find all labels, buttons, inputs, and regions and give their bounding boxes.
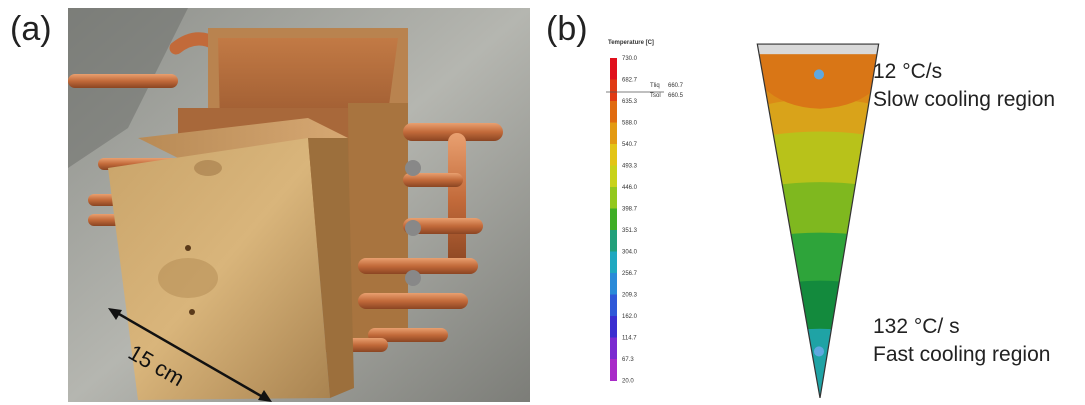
legend-tick-label: 635.3: [622, 99, 638, 105]
legend-color-band: [610, 230, 617, 252]
legend-tick-label: 446.0: [622, 185, 638, 191]
legend-tick-label: 398.7: [622, 207, 638, 213]
fast-cooling-label: Fast cooling region: [873, 343, 1051, 366]
legend-title: Temperature [C]: [608, 40, 654, 46]
legend-tick-label: 588.0: [622, 121, 638, 127]
legend-tick-label: 209.3: [622, 293, 638, 299]
slow-cooling-rate: 12 °C/s: [873, 60, 943, 83]
legend-tick-label: 682.7: [622, 78, 638, 84]
legend-color-band: [610, 208, 617, 231]
legend-color-band: [610, 337, 617, 360]
tliq-value: 660.7: [668, 83, 684, 89]
tsol-label: Tsol: [650, 93, 661, 99]
legend-color-band: [610, 273, 617, 295]
fast-cooling-rate: 132 °C/ s: [873, 315, 960, 338]
legend-color-band: [610, 122, 617, 145]
legend-color-band: [610, 144, 617, 166]
legend-color-band: [610, 58, 617, 80]
temperature-legend: Temperature [C] 730.0 682.7 635.3 588.0 540.…: [606, 40, 684, 385]
fast-cooling-marker: [813, 346, 825, 357]
legend-color-band: [610, 101, 617, 123]
fast-cooling-annotation: 132 °C/ s Fast cooling region: [873, 313, 1050, 369]
legend-color-band: [610, 359, 617, 381]
slow-cooling-annotation: 12 °C/s Slow cooling region: [873, 58, 1055, 114]
tsol-value: 660.5: [668, 93, 684, 99]
legend-tick-label: 20.0: [622, 379, 634, 385]
panel-a-label: (a): [10, 10, 52, 48]
legend-color-band: [610, 187, 617, 209]
slow-cooling-label: Slow cooling region: [873, 88, 1056, 111]
copper-mold-photo: 15 cm: [68, 8, 530, 402]
legend-color-band: [610, 79, 617, 102]
legend-color-band: [610, 165, 617, 188]
legend-color-band: [610, 294, 617, 317]
legend-tick-label: 162.0: [622, 314, 638, 320]
legend-color-band: [610, 251, 617, 274]
slow-cooling-marker: [813, 69, 825, 80]
legend-tick-label: 304.0: [622, 250, 638, 256]
legend-tick-label: 256.7: [622, 271, 638, 277]
tliq-label: Tliq: [650, 83, 660, 89]
cooling-simulation: [756, 43, 880, 399]
legend-tick-label: 351.3: [622, 228, 638, 234]
legend-tick-label: 67.3: [622, 357, 634, 363]
legend-tick-label: 114.7: [622, 336, 637, 342]
legend-color-band: [610, 316, 617, 338]
panel-b-label: (b): [546, 10, 588, 48]
legend-tick-label: 493.3: [622, 164, 638, 170]
legend-tick-label: 540.7: [622, 142, 638, 148]
legend-tick-label: 730.0: [622, 56, 638, 62]
